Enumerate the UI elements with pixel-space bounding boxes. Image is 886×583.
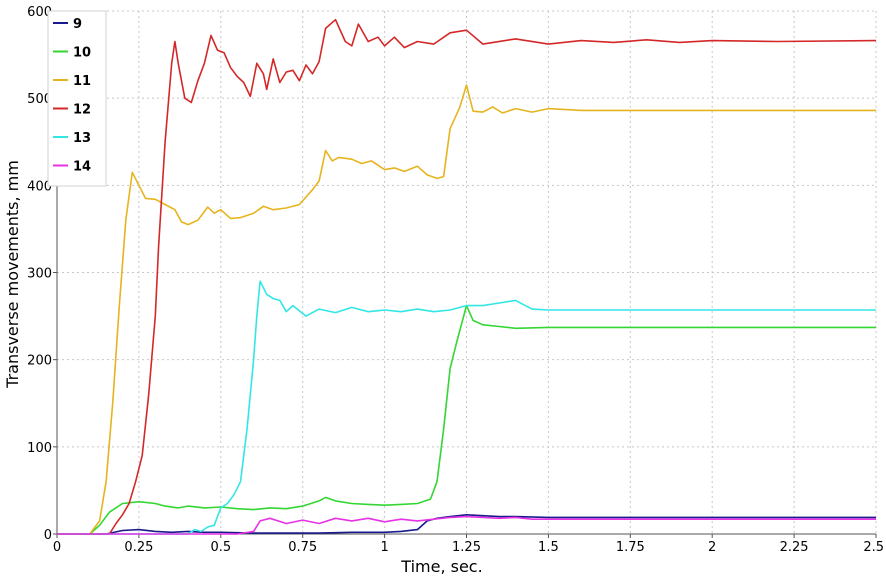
x-tick-label: 1.25 bbox=[452, 540, 481, 555]
x-tick-label: 1.75 bbox=[616, 540, 645, 555]
x-tick-label: 0.75 bbox=[288, 540, 317, 555]
x-tick-label: 2.25 bbox=[780, 540, 809, 555]
y-tick-label: 500 bbox=[27, 92, 52, 107]
series-line-10 bbox=[57, 304, 876, 535]
tick-labels: 0 0.25 0.5 0.75 1 1.25 1.5 1.75 2 2.25 2.5 0 100 200 3… bbox=[27, 5, 884, 555]
legend-label-11: 11 bbox=[73, 74, 91, 89]
x-tick-label: 1 bbox=[380, 540, 388, 555]
grid bbox=[57, 10, 877, 534]
series-line-13 bbox=[57, 280, 876, 535]
y-axis-title: Transverse movements, mm bbox=[3, 160, 22, 389]
series-line-14 bbox=[57, 515, 876, 535]
x-tick-label: 0 bbox=[53, 540, 61, 555]
y-tick-label: 400 bbox=[27, 179, 52, 194]
y-tick-label: 600 bbox=[27, 5, 52, 20]
x-tick-label: 2 bbox=[708, 540, 716, 555]
x-tick-label: 2.5 bbox=[863, 540, 884, 555]
legend: 9 10 11 12 13 14 bbox=[47, 10, 107, 187]
legend-box bbox=[47, 10, 107, 187]
x-tick-label: 0.5 bbox=[210, 540, 231, 555]
legend-label-12: 12 bbox=[73, 103, 91, 118]
legend-label-14: 14 bbox=[73, 160, 91, 175]
x-tick-label: 1.5 bbox=[538, 540, 559, 555]
series-line-12 bbox=[57, 18, 877, 535]
y-tick-label: 100 bbox=[27, 441, 52, 456]
x-tick-label: 0.25 bbox=[124, 540, 153, 555]
legend-label-10: 10 bbox=[73, 46, 91, 61]
series-line-11 bbox=[57, 84, 876, 535]
legend-label-13: 13 bbox=[73, 131, 91, 146]
y-tick-label: 300 bbox=[27, 267, 52, 282]
legend-label-9: 9 bbox=[73, 17, 82, 32]
y-tick-label: 200 bbox=[27, 354, 52, 369]
series-line-9 bbox=[57, 514, 876, 535]
y-tick-label: 0 bbox=[44, 528, 52, 543]
series-lines bbox=[57, 18, 877, 535]
x-axis-title: Time, sec. bbox=[400, 557, 482, 576]
